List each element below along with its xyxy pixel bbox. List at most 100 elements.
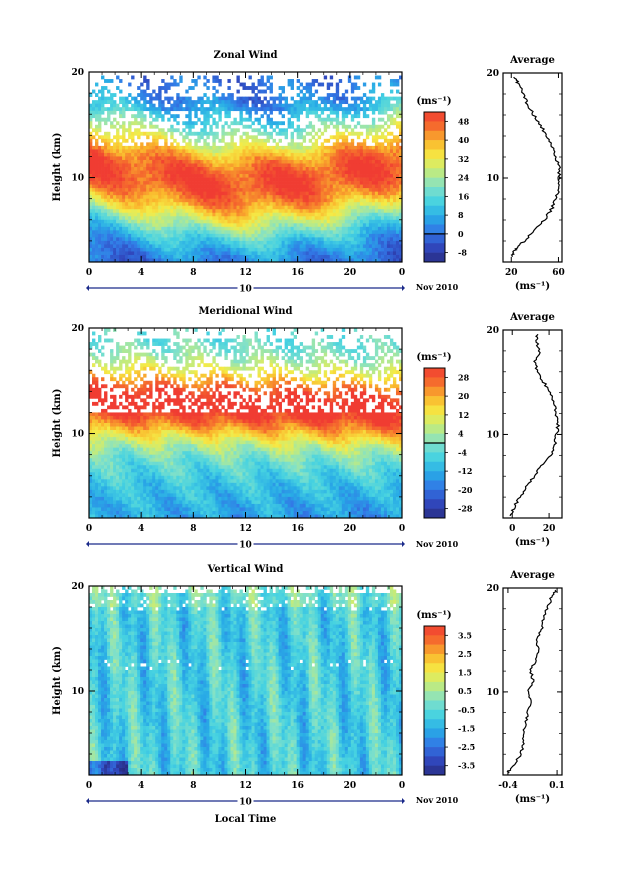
heatmap-cell [332, 100, 337, 105]
heatmap-cell [239, 226, 243, 231]
heatmap-cell [185, 121, 189, 126]
heatmap-cell [212, 174, 216, 178]
heatmap-cell [272, 233, 276, 238]
heatmap-cell [107, 472, 111, 477]
heatmap-cell [107, 177, 111, 182]
heatmap-cell [338, 177, 343, 182]
heatmap-cell [374, 212, 379, 217]
heatmap-cell [281, 195, 285, 200]
heatmap-cell [260, 75, 264, 80]
heatmap-cell [134, 251, 138, 256]
heatmap-cell [251, 82, 255, 87]
heatmap-cell [341, 110, 346, 115]
heatmap-cell [224, 198, 228, 203]
heatmap-cell [137, 205, 141, 210]
heatmap-cell [158, 156, 162, 161]
heatmap-cell [104, 415, 108, 420]
heatmap-cell [341, 216, 346, 221]
heatmap-cell [107, 142, 111, 147]
heatmap-cell [365, 152, 370, 157]
heatmap-cell [335, 233, 340, 238]
heatmap-cell [386, 230, 391, 235]
heatmap-cell [392, 205, 397, 210]
heatmap-cell [212, 188, 216, 192]
heatmap-cell [110, 377, 114, 382]
heatmap-cell [383, 145, 388, 150]
heatmap-cell [326, 177, 331, 182]
heatmap-cell [197, 138, 201, 143]
heatmap-cell [227, 167, 231, 171]
heatmap-cell [233, 198, 237, 203]
heatmap-cell [122, 219, 126, 224]
heatmap-cell [239, 233, 243, 238]
heatmap-cell [278, 233, 282, 238]
heatmap-cell [104, 177, 108, 182]
heatmap-cell [140, 156, 144, 161]
heatmap-cell [302, 195, 307, 200]
heatmap-cell [239, 138, 243, 143]
heatmap-cell [200, 219, 204, 224]
heatmap-cell [269, 117, 273, 122]
heatmap-cell [185, 135, 189, 140]
heatmap-cell [326, 216, 331, 221]
heatmap-cell [389, 117, 394, 122]
heatmap-cell [152, 96, 156, 101]
heatmap-cell [260, 138, 264, 143]
heatmap-cell [203, 226, 207, 231]
heatmap-cell [125, 181, 129, 185]
heatmap-cell [374, 131, 379, 136]
heatmap-cell [188, 152, 192, 157]
heatmap-cell [344, 191, 349, 196]
heatmap-cell [170, 244, 174, 249]
heatmap-cell [104, 191, 108, 196]
heatmap-cell [398, 188, 403, 192]
heatmap-cell [311, 244, 316, 249]
heatmap-cell [287, 237, 291, 242]
heatmap-cell [266, 170, 270, 175]
heatmap-cell [146, 209, 150, 214]
heatmap-cell [368, 131, 373, 136]
heatmap-cell [314, 251, 319, 256]
heatmap-cell [356, 75, 361, 80]
heatmap-cell [104, 219, 108, 224]
heatmap-cell [98, 496, 102, 501]
heatmap-cell [122, 237, 126, 242]
heatmap-cell [152, 191, 156, 196]
heatmap-cell [92, 401, 96, 406]
heatmap-cell [311, 107, 316, 112]
heatmap-cell [281, 205, 285, 210]
heatmap-cell [299, 174, 304, 178]
heatmap-cell [98, 426, 102, 431]
heatmap-cell [269, 82, 273, 87]
heatmap-cell [353, 184, 358, 189]
heatmap-cell [224, 216, 228, 221]
heatmap-cell [353, 181, 358, 185]
heatmap-cell [275, 237, 279, 242]
heatmap-cell [302, 258, 307, 263]
heatmap-cell [110, 103, 114, 108]
heatmap-cell [323, 223, 328, 228]
heatmap-cell [224, 230, 228, 235]
heatmap-cell [107, 184, 111, 189]
heatmap-cell [374, 75, 379, 80]
heatmap-cell [197, 145, 201, 150]
heatmap-cell [161, 212, 165, 217]
heatmap-cell [107, 198, 111, 203]
heatmap-cell [347, 142, 352, 147]
heatmap-cell [377, 223, 382, 228]
heatmap-cell [185, 89, 189, 94]
heatmap-cell [212, 110, 216, 115]
heatmap-cell [128, 191, 132, 196]
heatmap-cell [221, 258, 225, 263]
heatmap-cell [119, 181, 123, 185]
heatmap-cell [224, 142, 228, 147]
heatmap-cell [332, 181, 337, 185]
heatmap-cell [212, 223, 216, 228]
heatmap-cell [155, 138, 159, 143]
heatmap-cell [95, 423, 99, 427]
heatmap-cell [308, 240, 313, 245]
heatmap-cell [260, 195, 264, 200]
heatmap-cell [92, 188, 96, 192]
heatmap-cell [185, 205, 189, 210]
heatmap-cell [356, 223, 361, 228]
